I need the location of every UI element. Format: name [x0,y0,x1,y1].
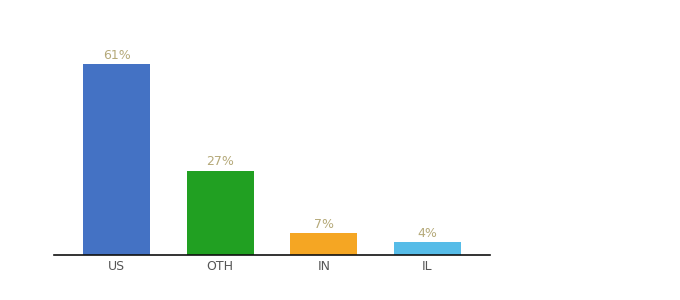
Bar [394,242,461,255]
Text: 27%: 27% [206,155,234,168]
Bar [290,233,358,255]
Bar [83,64,150,255]
Text: 61%: 61% [103,49,131,62]
Bar [186,170,254,255]
Text: 4%: 4% [418,227,437,240]
Text: 7%: 7% [313,218,334,231]
